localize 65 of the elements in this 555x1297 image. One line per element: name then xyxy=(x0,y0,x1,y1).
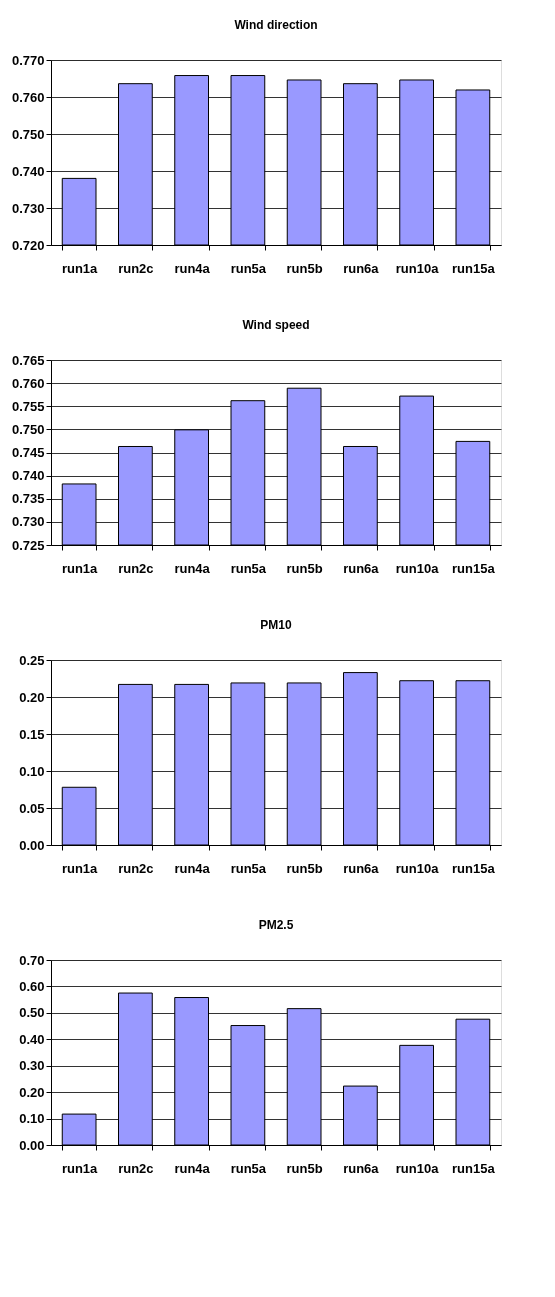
x-tick-label: run5b xyxy=(286,560,323,576)
chart-title: PM10 xyxy=(260,618,292,632)
y-tick-label: 0.20 xyxy=(19,689,45,705)
y-tick-label: 0.740 xyxy=(11,163,45,179)
y-tick-label: 0.750 xyxy=(11,421,45,437)
y-tick-label: 0.00 xyxy=(19,1137,45,1153)
x-tick-label: run15a xyxy=(452,560,496,576)
y-tick-label: 0.10 xyxy=(19,1111,45,1127)
y-tick-label: 0.750 xyxy=(11,126,45,142)
x-tick-label: run15a xyxy=(452,860,496,876)
x-tick-label: run10a xyxy=(395,860,440,876)
y-tick-label: 0.745 xyxy=(11,445,45,460)
x-tick-label: run4a xyxy=(174,260,211,276)
y-tick-label: 0.15 xyxy=(19,726,45,742)
x-tick-label: run10a xyxy=(395,1160,440,1176)
x-tick-label: run10a xyxy=(395,560,440,576)
x-tick-label: run1a xyxy=(61,260,99,276)
x-tick-label: run1a xyxy=(61,860,99,876)
x-tick-label: run4a xyxy=(174,560,211,576)
y-tick-label: 0.70 xyxy=(19,952,45,968)
y-tick-label: 0.10 xyxy=(19,763,45,779)
chart-title: Wind direction xyxy=(234,18,318,32)
y-tick-label: 0.05 xyxy=(19,800,45,816)
x-tick-label: run6a xyxy=(343,860,380,876)
x-tick-label: run6a xyxy=(343,560,380,576)
y-tick-label: 0.740 xyxy=(11,468,45,484)
x-tick-label: run5b xyxy=(286,260,323,276)
x-tick-label: run15a xyxy=(452,260,496,276)
y-tick-label: 0.760 xyxy=(11,89,45,105)
x-tick-label: run2c xyxy=(118,260,154,276)
x-tick-label: run5a xyxy=(230,860,267,876)
chart-title: Wind speed xyxy=(242,318,310,332)
y-tick-label: 0.725 xyxy=(11,537,45,553)
y-tick-label: 0.25 xyxy=(19,652,45,668)
x-tick-label: run1a xyxy=(61,1160,99,1176)
y-tick-label: 0.60 xyxy=(19,978,45,994)
x-tick-label: run5b xyxy=(286,1160,323,1176)
x-tick-label: run5a xyxy=(230,1160,267,1176)
y-tick-label: 0.760 xyxy=(11,375,45,391)
x-tick-label: run2c xyxy=(118,560,154,576)
x-tick-label: run2c xyxy=(118,1160,154,1176)
y-tick-label: 0.755 xyxy=(11,398,45,414)
y-tick-label: 0.770 xyxy=(11,52,45,68)
y-tick-label: 0.730 xyxy=(11,514,45,530)
chart-title: PM2.5 xyxy=(258,918,294,932)
x-tick-label: run1a xyxy=(61,560,99,576)
y-tick-label: 0.30 xyxy=(19,1058,45,1074)
x-tick-label: run5a xyxy=(230,560,267,576)
y-tick-label: 0.730 xyxy=(11,200,45,216)
y-tick-label: 0.00 xyxy=(19,837,45,853)
x-tick-label: run4a xyxy=(174,1160,211,1176)
x-tick-label: run4a xyxy=(174,860,211,876)
x-tick-label: run15a xyxy=(452,1160,496,1176)
y-tick-label: 0.735 xyxy=(11,491,45,507)
x-tick-label: run10a xyxy=(395,260,440,276)
y-tick-label: 0.40 xyxy=(19,1031,45,1047)
x-tick-label: run6a xyxy=(343,260,380,276)
y-tick-label: 0.720 xyxy=(11,237,45,253)
y-tick-label: 0.20 xyxy=(19,1084,45,1100)
y-tick-label: 0.50 xyxy=(19,1005,45,1021)
x-tick-label: run5a xyxy=(230,260,267,276)
y-tick-label: 0.765 xyxy=(11,352,45,368)
x-tick-label: run5b xyxy=(286,860,323,876)
x-tick-label: run6a xyxy=(343,1160,380,1176)
x-tick-label: run2c xyxy=(118,860,154,876)
